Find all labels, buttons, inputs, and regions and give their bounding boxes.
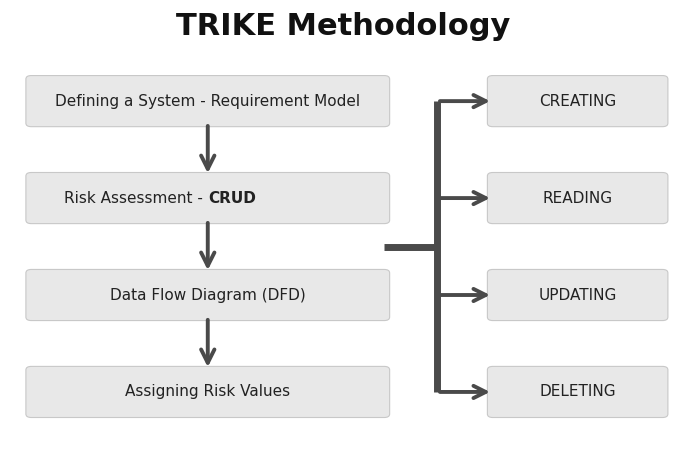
- FancyBboxPatch shape: [26, 366, 390, 418]
- Text: Assigning Risk Values: Assigning Risk Values: [125, 384, 291, 400]
- Text: CREATING: CREATING: [539, 93, 616, 109]
- Text: READING: READING: [543, 190, 613, 206]
- Text: Defining a System - Requirement Model: Defining a System - Requirement Model: [55, 93, 360, 109]
- FancyBboxPatch shape: [26, 172, 390, 224]
- FancyBboxPatch shape: [487, 75, 668, 127]
- Text: DELETING: DELETING: [539, 384, 616, 400]
- FancyBboxPatch shape: [487, 172, 668, 224]
- FancyBboxPatch shape: [26, 269, 390, 321]
- Text: Data Flow Diagram (DFD): Data Flow Diagram (DFD): [110, 287, 306, 303]
- FancyBboxPatch shape: [26, 75, 390, 127]
- Text: UPDATING: UPDATING: [539, 287, 617, 303]
- FancyBboxPatch shape: [487, 269, 668, 321]
- FancyBboxPatch shape: [487, 366, 668, 418]
- Text: CRUD: CRUD: [207, 190, 256, 206]
- Text: Risk Assessment -: Risk Assessment -: [64, 190, 207, 206]
- Text: TRIKE Methodology: TRIKE Methodology: [177, 12, 510, 41]
